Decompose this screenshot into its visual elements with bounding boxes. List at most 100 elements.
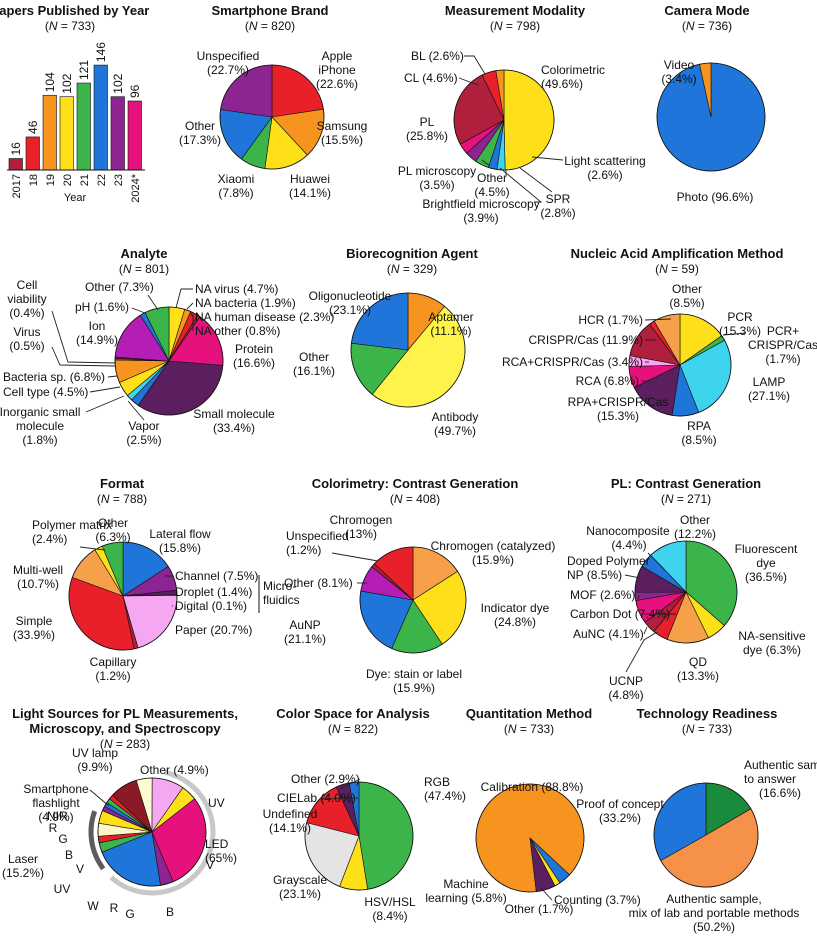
slice-label: Oligonucleotide: [309, 289, 392, 303]
leader-line: [51, 346, 117, 367]
slice-label: (49.6%): [541, 77, 583, 91]
slice-label: V: [206, 858, 214, 872]
slice-label: (47.4%): [424, 789, 466, 803]
slice-label: (33.2%): [599, 811, 641, 825]
chart-measurement-modality: Measurement Modality(N = 798) Colorimetri…: [398, 3, 646, 225]
bar-value-label: 96: [128, 84, 142, 98]
chart-biorecognition-agent: Biorecognition Agent(N = 329) Aptamer(11.…: [293, 246, 479, 438]
chart-title: Nucleic Acid Amplification Method: [571, 246, 784, 261]
slice-label: Dye: stain or label: [366, 667, 462, 681]
slice-label: (3.9%): [463, 211, 498, 225]
slice-label: (4.5%): [474, 185, 509, 199]
slice-label: SPR: [546, 192, 571, 206]
slice-label: Other (2.9%): [291, 772, 360, 786]
chart-title: Biorecognition Agent: [346, 246, 478, 261]
slice-label: PL microscopy: [398, 164, 476, 178]
slice-label: Other: [185, 119, 215, 133]
slice-label: to answer: [744, 772, 796, 786]
slice-label: Other (7.3%): [85, 280, 154, 294]
leader-line: [189, 311, 194, 318]
camera-pie-outline: [656, 62, 766, 172]
slice-label: (23.1%): [279, 887, 321, 901]
slice-label: BL (2.6%): [411, 49, 464, 63]
slice-label: CRISPR/Cas: [748, 338, 817, 352]
slice-label: mix of lab and portable methods: [629, 906, 800, 920]
slice-label: B: [65, 848, 73, 862]
slice-label: Digital (0.1%): [175, 599, 247, 613]
x-tick-label: 19: [45, 174, 57, 186]
slice-label: (16.6%): [233, 356, 275, 370]
biorec-pie-outline: [350, 292, 466, 408]
leader-line: [51, 310, 117, 364]
brand-pie-outline: [219, 64, 325, 170]
slice-label: Inorganic small: [0, 405, 80, 419]
slice-label: Carbon Dot (7.4%): [570, 607, 670, 621]
slice-label: Protein: [235, 342, 273, 356]
slice-label: iPhone: [318, 63, 356, 77]
chart-subtitle: (N = 733): [45, 19, 95, 33]
group-label: (65%): [205, 851, 237, 865]
slice-label: (14.1%): [289, 186, 331, 200]
slice-label: Virus: [13, 325, 40, 339]
slice-label: Indicator dye: [481, 601, 550, 615]
chart-smartphone-brand: Smartphone Brand(N = 820)AppleiPhone(22.…: [179, 3, 367, 200]
slice-label: AuNP: [289, 618, 320, 632]
chart-subtitle: (N = 733): [504, 722, 554, 736]
leader-line: [540, 887, 553, 901]
slice-label: Aptamer: [428, 310, 473, 324]
slice-label: Vapor: [128, 419, 159, 433]
chart-title: Papers Published by Year: [0, 3, 149, 18]
slice-label: B: [166, 905, 174, 919]
slice-label: PCR: [727, 310, 753, 324]
slice-label: NA-sensitive: [738, 629, 806, 643]
bar-18: [25, 136, 40, 171]
slice-label: QD: [689, 655, 707, 669]
slice-label: (16.6%): [759, 786, 801, 800]
slice-label: (22.7%): [207, 63, 249, 77]
leader-line: [89, 789, 110, 807]
chart-technology-readiness: Technology Readiness(N = 733) Authentic s…: [576, 706, 817, 934]
leader-line: [637, 594, 640, 601]
slice-label: NA bacteria (1.9%): [195, 296, 296, 310]
leader-line: [499, 167, 543, 203]
chart-title: Smartphone Brand: [211, 3, 328, 18]
slice-label: Colorimetric: [541, 63, 605, 77]
slice-label: (33.4%): [213, 421, 255, 435]
chart-title: Format: [100, 476, 145, 491]
bar-19: [42, 94, 57, 171]
slice-label: Lateral flow: [149, 527, 211, 541]
slice-label: Cell type (4.5%): [3, 385, 88, 399]
chart-subtitle: (N = 798): [490, 19, 540, 33]
chart-title: Colorimetry: Contrast Generation: [312, 476, 519, 491]
leader-line: [147, 294, 159, 311]
leader-line: [647, 552, 665, 570]
slice-label: (24.8%): [494, 615, 536, 629]
leader-line: [321, 797, 359, 800]
leader-line: [186, 302, 194, 310]
slice-label: Proof of concept: [576, 797, 664, 811]
slice-label: MOF (2.6%): [570, 588, 635, 602]
slice-label: (33.9%): [13, 628, 55, 642]
slice-label: molecule: [16, 419, 64, 433]
chart-title: Analyte: [121, 246, 168, 261]
slice-label: PCR+: [767, 324, 799, 338]
slice-label: (2.5%): [126, 433, 161, 447]
slice-label: Apple: [322, 49, 353, 63]
slice-label: Machine: [443, 877, 489, 891]
group-label: (15.2%): [2, 866, 44, 880]
slice-label: Capillary: [90, 655, 137, 669]
bar-value-label: 102: [111, 73, 125, 93]
slice-label: (27.1%): [748, 389, 790, 403]
chart-subtitle: (N = 736): [682, 19, 732, 33]
slice-label: dye: [756, 556, 776, 570]
slice-label: Paper (20.7%): [175, 623, 252, 637]
slice-label: RGB: [424, 775, 450, 789]
slice-label: NA other (0.8%): [195, 324, 280, 338]
slice-label: (16.1%): [293, 364, 335, 378]
slice-label: HCR (1.7%): [578, 313, 643, 327]
slice-label: (12.2%): [674, 527, 716, 541]
slice-label: Doped Polymer: [567, 554, 650, 568]
chart-color-space: Color Space for Analysis(N = 822) RGB(47.…: [263, 706, 466, 923]
slice-label: (8.5%): [681, 433, 716, 447]
slice-label: (15.9%): [472, 553, 514, 567]
